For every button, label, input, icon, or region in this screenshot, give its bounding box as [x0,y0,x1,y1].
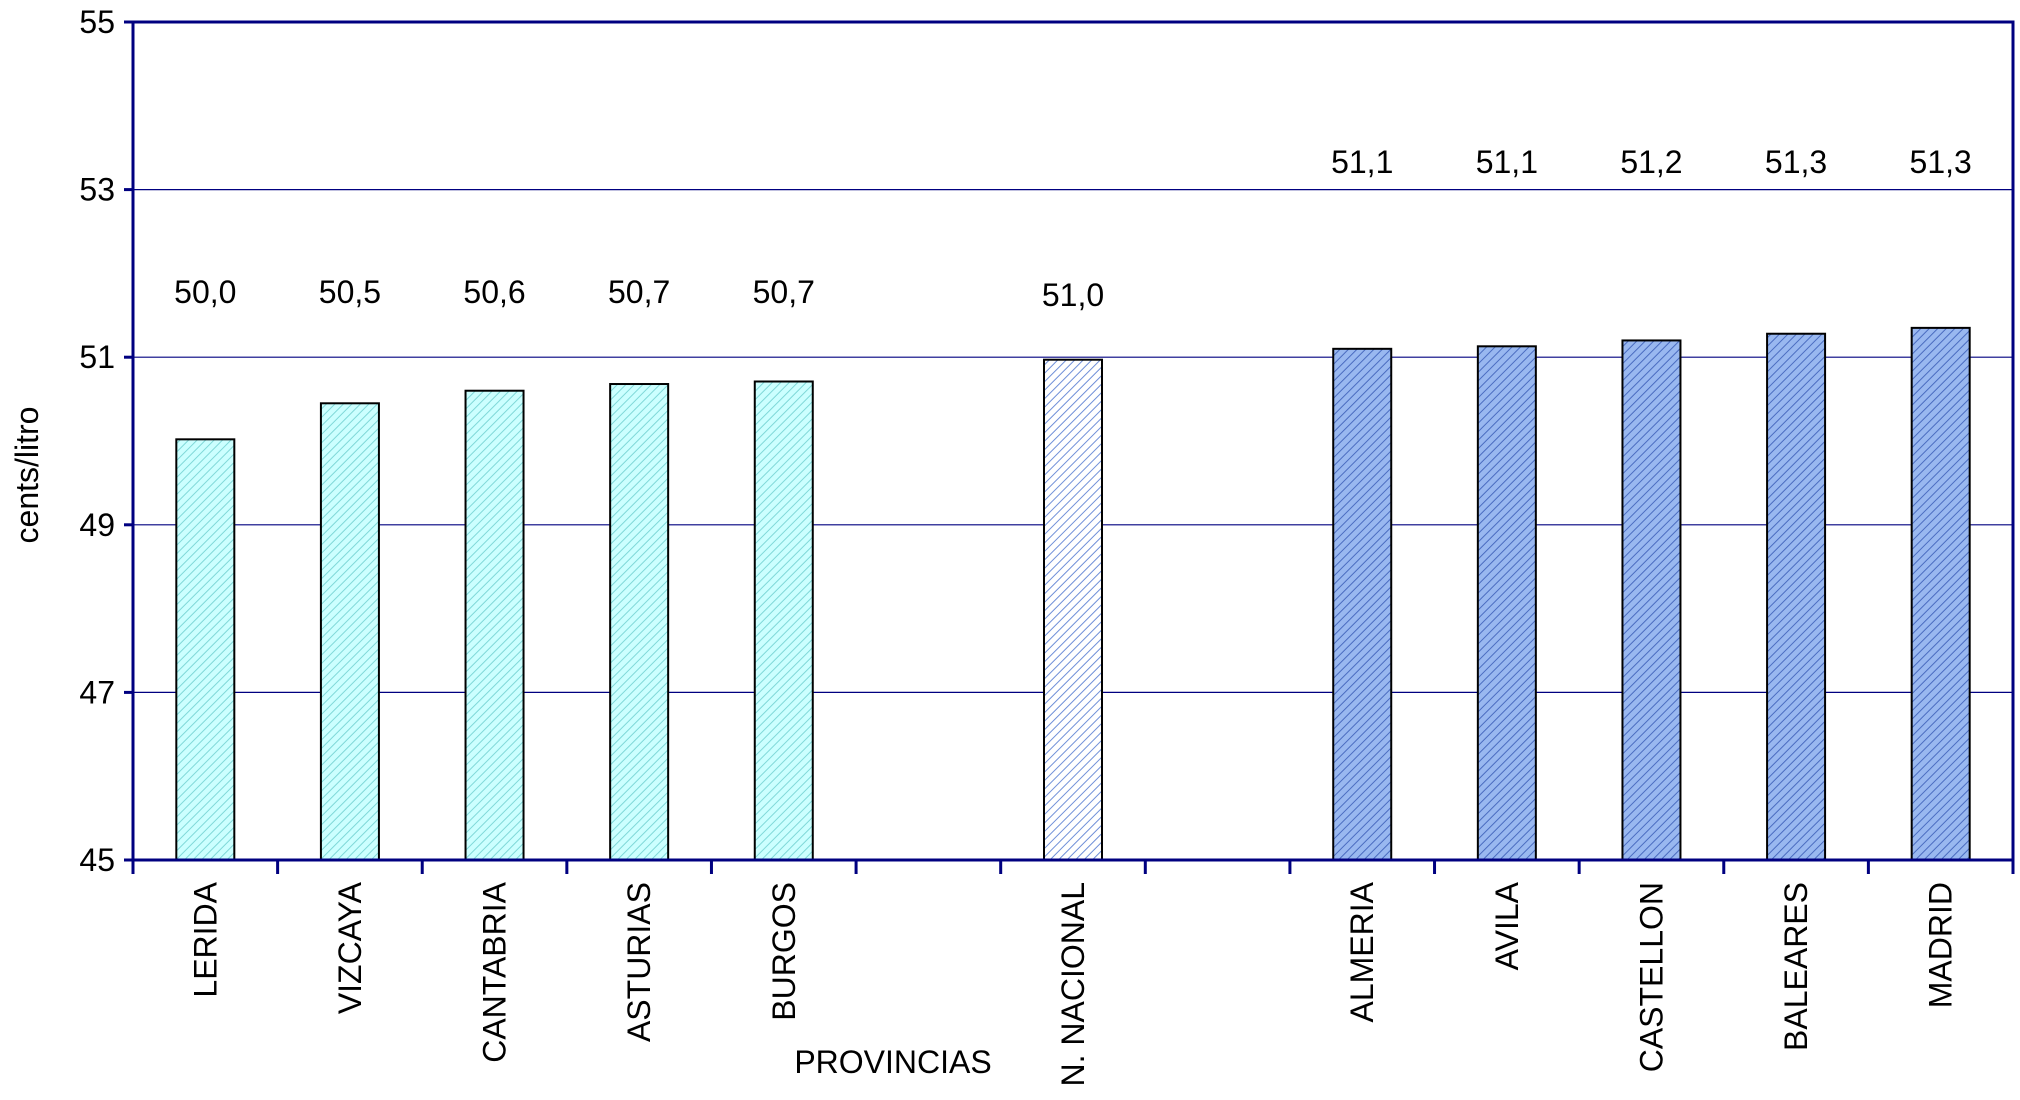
x-axis-title: PROVINCIAS [794,1044,991,1080]
y-axis-title: cents/litro [9,407,45,544]
category-label: ASTURIAS [621,882,657,1042]
axes [124,20,2015,874]
value-label: 50,5 [319,274,381,310]
category-label: CANTABRIA [477,881,513,1062]
bar-almeria [1332,347,1393,861]
category-label: BALEARES [1778,882,1814,1051]
bar-baleares [1766,332,1827,861]
bar-burgos [753,380,814,861]
bar-madrid [1910,326,1971,861]
category-label: LERIDA [187,881,223,997]
category-label: CASTELLON [1633,882,1669,1072]
bars [175,326,1971,861]
y-tick-label: 53 [79,172,115,208]
category-label: AVILA [1489,881,1525,970]
value-label: 50,7 [753,274,815,310]
value-label: 50,0 [174,274,236,310]
value-label: 51,2 [1620,144,1682,180]
value-label: 51,0 [1042,277,1104,313]
y-tick-label: 51 [79,339,115,375]
value-label: 51,3 [1765,144,1827,180]
labels: 45 47 49 51 53 55 50,0 LERIDA 50,5 VIZCAYA 50,6 CAN… [79,4,1971,1086]
category-label: BURGOS [766,882,802,1021]
category-label: N. NACIONAL [1055,882,1091,1086]
y-tick-label: 47 [79,674,115,710]
y-tick-label: 49 [79,507,115,543]
value-label: 51,3 [1910,144,1972,180]
y-tick-label: 55 [79,4,115,40]
bar-castellon [1621,339,1682,861]
category-label: ALMERIA [1344,881,1380,1022]
value-label: 50,6 [463,274,525,310]
bar-lerida [175,438,236,861]
bar-avila [1476,345,1537,861]
plot-frame [131,20,2015,862]
bar-vizcaya [319,402,380,861]
bar-n-nacional [1043,358,1103,861]
bar-asturias [609,383,670,861]
category-label: MADRID [1923,882,1959,1008]
value-label: 50,7 [608,274,670,310]
bar-cantabria [464,389,525,861]
y-tick-label: 45 [79,842,115,878]
value-label: 51,1 [1476,144,1538,180]
category-label: VIZCAYA [332,881,368,1014]
value-label: 51,1 [1331,144,1393,180]
